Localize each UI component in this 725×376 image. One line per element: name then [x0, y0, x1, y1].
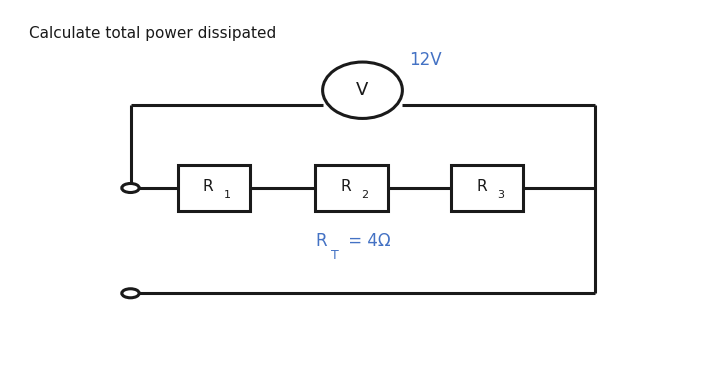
FancyBboxPatch shape [315, 165, 388, 211]
Text: 2: 2 [361, 190, 368, 200]
Text: T: T [331, 249, 339, 262]
Circle shape [122, 289, 139, 298]
Text: 1: 1 [223, 190, 231, 200]
FancyBboxPatch shape [451, 165, 523, 211]
Text: = 4Ω: = 4Ω [343, 232, 391, 250]
Text: Calculate total power dissipated: Calculate total power dissipated [29, 26, 276, 41]
FancyBboxPatch shape [178, 165, 250, 211]
Text: R: R [476, 179, 486, 194]
Text: 12V: 12V [410, 51, 442, 69]
Text: R: R [315, 232, 327, 250]
Text: 3: 3 [497, 190, 504, 200]
Text: R: R [341, 179, 351, 194]
Circle shape [122, 183, 139, 193]
Text: V: V [356, 81, 369, 99]
Ellipse shape [323, 62, 402, 118]
Text: R: R [203, 179, 213, 194]
